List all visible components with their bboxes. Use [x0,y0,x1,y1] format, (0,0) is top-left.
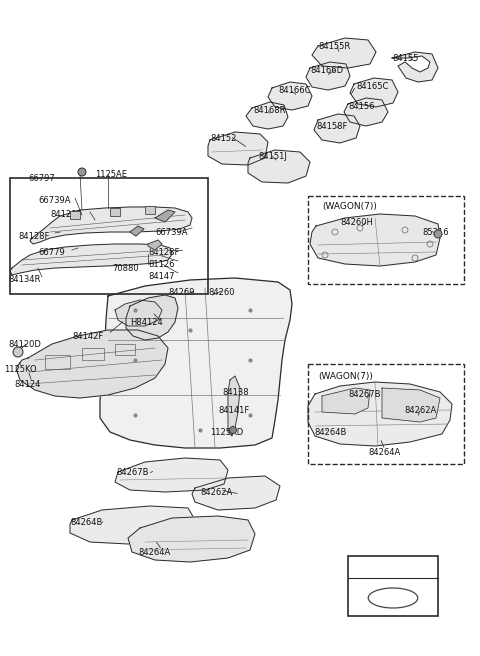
Bar [308,364,464,464]
Text: 81126: 81126 [148,260,175,269]
Text: 84269: 84269 [168,288,194,297]
Text: 84142F: 84142F [72,332,103,341]
Polygon shape [392,52,438,82]
Text: (WAGON(7)): (WAGON(7)) [322,202,377,211]
Polygon shape [100,278,292,448]
Polygon shape [16,330,168,398]
Text: H84124: H84124 [130,318,163,327]
Text: 66797: 66797 [28,174,55,183]
Polygon shape [314,114,360,143]
Text: 84267B: 84267B [116,468,148,477]
Text: 84128F: 84128F [148,248,180,257]
Text: 85316: 85316 [422,228,449,237]
Bar [10,178,208,294]
Polygon shape [148,240,162,250]
Polygon shape [208,132,268,165]
Text: 84134R: 84134R [8,275,40,284]
Polygon shape [382,388,440,422]
Text: 84264A: 84264A [138,548,170,557]
Bar [348,556,438,616]
Text: 84168R: 84168R [253,106,286,115]
Text: 84166D: 84166D [310,66,343,75]
Polygon shape [10,244,172,275]
Text: 84141F: 84141F [218,406,249,415]
Text: 84191G: 84191G [362,568,395,577]
Text: 66739A: 66739A [155,228,188,237]
Text: 84124: 84124 [14,380,40,389]
Text: 84128F: 84128F [18,232,49,241]
Text: 84260H: 84260H [340,218,373,227]
Polygon shape [322,388,370,414]
Polygon shape [312,38,376,68]
Circle shape [434,230,442,238]
Polygon shape [126,295,178,340]
Text: 84152: 84152 [210,134,236,143]
Text: 84267B: 84267B [348,390,381,399]
Text: 1125AE: 1125AE [95,170,127,179]
Text: 84128F: 84128F [50,210,82,219]
Polygon shape [192,476,280,510]
Circle shape [229,426,237,434]
Bar [70,211,80,219]
Polygon shape [268,82,312,110]
Text: 84264B: 84264B [70,518,102,527]
Text: 70880: 70880 [112,264,139,273]
Text: 66779: 66779 [38,248,65,257]
Polygon shape [306,62,350,90]
Text: (WAGON(7)): (WAGON(7)) [318,372,373,381]
Text: 84264B: 84264B [314,428,347,437]
Bar [115,344,135,355]
Text: 84138: 84138 [222,388,249,397]
Polygon shape [246,102,288,129]
Text: 84264A: 84264A [368,448,400,457]
Bar [45,355,70,369]
Text: 84120D: 84120D [8,340,41,349]
Bar [82,348,104,360]
Polygon shape [130,226,144,236]
Polygon shape [308,382,452,446]
Circle shape [13,347,23,357]
Polygon shape [310,214,440,266]
Polygon shape [128,516,255,562]
Text: 84151J: 84151J [258,152,287,161]
Circle shape [78,168,86,176]
Text: 84156: 84156 [348,102,374,111]
Bar [110,208,120,216]
Text: 66739A: 66739A [38,196,71,205]
Polygon shape [248,150,310,183]
Text: 1125AD: 1125AD [210,428,243,437]
Text: 84147: 84147 [148,272,175,281]
Text: 84155: 84155 [392,54,419,63]
Polygon shape [350,78,398,107]
Polygon shape [30,207,192,244]
Polygon shape [155,210,175,222]
Polygon shape [344,98,388,126]
Polygon shape [70,506,195,544]
Text: 84158F: 84158F [316,122,348,131]
Text: 84165C: 84165C [356,82,388,91]
Polygon shape [115,458,228,492]
Text: 84155R: 84155R [318,42,350,51]
Polygon shape [228,376,240,436]
Text: 84262A: 84262A [404,406,436,415]
Bar [145,206,155,214]
Text: 84166C: 84166C [278,86,311,95]
Text: 84262A: 84262A [200,488,232,497]
Text: 1125KO: 1125KO [4,365,36,374]
Bar [308,196,464,284]
Polygon shape [115,300,162,326]
Text: 84260: 84260 [208,288,235,297]
